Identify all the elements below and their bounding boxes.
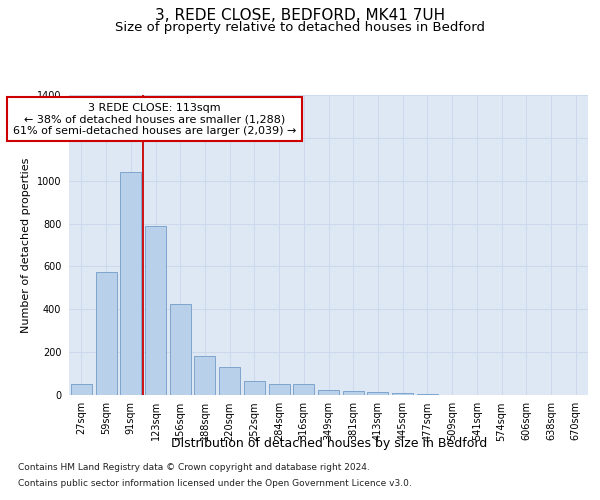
Bar xyxy=(318,390,339,395)
Text: Contains public sector information licensed under the Open Government Licence v3: Contains public sector information licen… xyxy=(18,478,412,488)
Text: 3, REDE CLOSE, BEDFORD, MK41 7UH: 3, REDE CLOSE, BEDFORD, MK41 7UH xyxy=(155,8,445,22)
Text: Contains HM Land Registry data © Crown copyright and database right 2024.: Contains HM Land Registry data © Crown c… xyxy=(18,464,370,472)
Bar xyxy=(145,226,166,395)
Bar xyxy=(120,172,141,395)
Bar xyxy=(293,384,314,395)
Text: 3 REDE CLOSE: 113sqm
← 38% of detached houses are smaller (1,288)
61% of semi-de: 3 REDE CLOSE: 113sqm ← 38% of detached h… xyxy=(13,102,296,136)
Bar xyxy=(170,304,191,395)
Bar xyxy=(269,384,290,395)
Text: Distribution of detached houses by size in Bedford: Distribution of detached houses by size … xyxy=(170,438,487,450)
Bar xyxy=(343,390,364,395)
Bar xyxy=(219,367,240,395)
Text: Size of property relative to detached houses in Bedford: Size of property relative to detached ho… xyxy=(115,22,485,35)
Bar xyxy=(367,392,388,395)
Bar xyxy=(392,394,413,395)
Bar xyxy=(244,381,265,395)
Bar xyxy=(95,272,116,395)
Y-axis label: Number of detached properties: Number of detached properties xyxy=(21,158,31,332)
Bar xyxy=(71,384,92,395)
Bar xyxy=(194,356,215,395)
Bar xyxy=(417,394,438,395)
